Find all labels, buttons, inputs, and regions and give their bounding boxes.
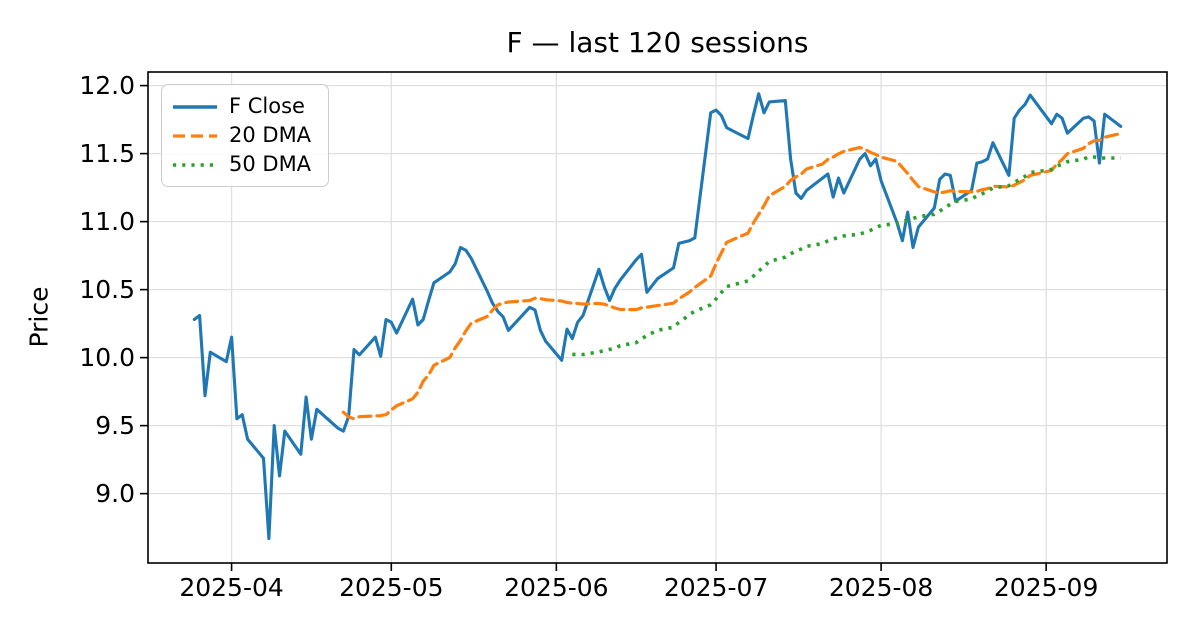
series-50-dma	[572, 155, 1121, 357]
y-tick-label: 11.0	[79, 207, 135, 236]
legend-sample-f-close	[173, 104, 217, 109]
legend-label-50dma: 50 DMA	[229, 152, 312, 176]
x-tick-label: 2025-06	[504, 573, 608, 602]
x-tick-label: 2025-07	[664, 573, 768, 602]
x-tick-label: 2025-05	[339, 573, 443, 602]
series-f-close	[192, 92, 1123, 541]
x-tick-label: 2025-04	[179, 573, 283, 602]
chart-title: F — last 120 sessions	[506, 26, 809, 59]
legend-sample-50dma	[173, 162, 217, 167]
y-tick-label: 9.0	[95, 479, 135, 508]
legend-item-20dma: 20 DMA	[172, 121, 318, 150]
legend-label-f-close: F Close	[229, 94, 305, 118]
legend: F Close 20 DMA 50 DMA	[161, 84, 329, 187]
x-tick-label: 2025-09	[994, 573, 1098, 602]
y-tick-label: 10.0	[79, 343, 135, 372]
legend-item-f-close: F Close	[172, 92, 318, 121]
legend-item-50dma: 50 DMA	[172, 150, 318, 179]
y-tick-label: 11.5	[79, 139, 135, 168]
y-tick-label: 12.0	[79, 71, 135, 100]
x-tick-label: 2025-08	[829, 573, 933, 602]
y-tick-label: 10.5	[79, 275, 135, 304]
axes: 9.0 9.5 10.0 10.5 11.0 11.5 12.0 2025-04 2025-05…	[79, 71, 1098, 602]
y-tick-label: 9.5	[95, 411, 135, 440]
series-20-dma	[341, 131, 1123, 421]
legend-label-20dma: 20 DMA	[229, 123, 312, 147]
legend-sample-20dma	[173, 133, 217, 138]
plot-frame	[147, 71, 1168, 564]
